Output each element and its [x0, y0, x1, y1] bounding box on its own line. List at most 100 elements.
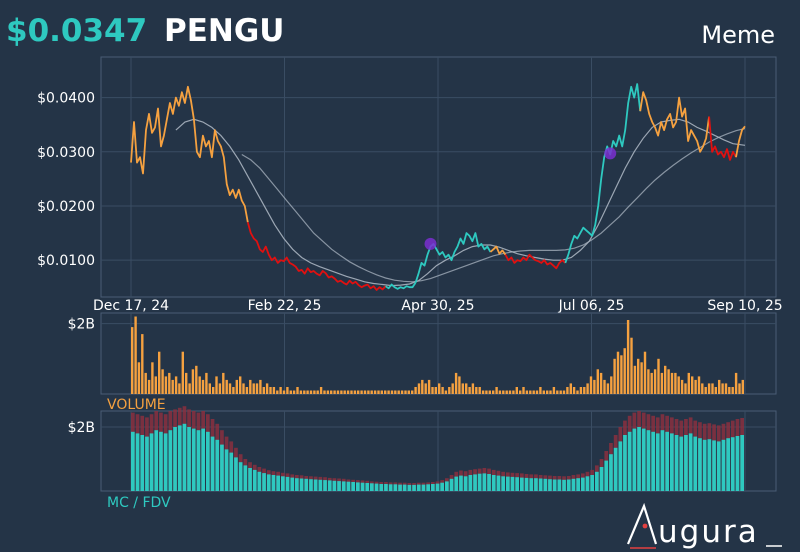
mc-bar	[520, 477, 524, 491]
volume-bar	[330, 390, 333, 394]
volume-bar	[394, 390, 397, 394]
volume-bar	[377, 390, 380, 394]
volume-bar	[222, 372, 225, 394]
mc-bar	[229, 452, 234, 491]
volume-bar	[546, 390, 549, 394]
mc-bar	[346, 481, 351, 491]
mc-bar	[356, 482, 360, 491]
mc-bar	[655, 433, 660, 491]
mc-bar	[670, 433, 674, 491]
volume-bar	[397, 390, 400, 394]
mc-bar	[506, 476, 510, 491]
volume-bar	[292, 390, 296, 394]
volume-panel: $2B	[68, 312, 777, 395]
volume-bar	[158, 351, 161, 394]
mc-bar	[445, 481, 449, 491]
price-line-segment	[414, 232, 492, 284]
volume-bar	[539, 387, 542, 394]
volume-bar	[643, 351, 647, 394]
mc-bar	[201, 428, 205, 491]
mc-bar	[595, 471, 599, 491]
event-marker	[604, 147, 617, 160]
volume-bar	[276, 390, 279, 394]
mc-bar	[627, 431, 632, 491]
volume-bar	[215, 376, 218, 394]
volume-bar	[718, 379, 721, 394]
mc-bar	[295, 478, 299, 491]
volume-bar	[380, 390, 383, 394]
volume-bar	[232, 387, 235, 394]
volume-bar	[144, 372, 147, 394]
volume-bar	[596, 369, 599, 394]
volume-bar	[235, 379, 238, 394]
mc-bar	[290, 477, 295, 491]
volume-bar	[286, 387, 289, 394]
volume-bar	[208, 383, 211, 394]
mc-bar	[285, 476, 290, 491]
volume-bar	[481, 390, 485, 394]
mc-bar	[581, 477, 585, 491]
volume-bar	[255, 383, 259, 394]
volume-bar	[731, 387, 734, 394]
volume-bar	[697, 376, 701, 394]
volume-bar	[448, 387, 451, 394]
mc-bar	[463, 476, 468, 491]
volume-bar	[218, 383, 222, 394]
mc-bar	[665, 431, 669, 491]
mc-bar	[684, 435, 688, 491]
volume-bar	[299, 390, 303, 394]
header-category: Meme	[701, 21, 775, 49]
volume-bar	[340, 390, 343, 394]
volume-bar	[667, 369, 670, 394]
volume-bar	[653, 369, 657, 394]
volume-bar	[502, 390, 505, 394]
volume-bar	[201, 379, 205, 394]
mc-bar	[679, 436, 684, 491]
volume-bar	[259, 379, 262, 394]
volume-bar	[637, 358, 640, 394]
mc-bar	[248, 468, 252, 491]
mc-bar	[557, 479, 562, 491]
volume-bar	[694, 379, 697, 394]
volume-bar	[373, 390, 377, 394]
mc-bar	[613, 447, 618, 491]
volume-bar	[724, 383, 728, 394]
mc-bar	[468, 475, 473, 491]
volume-bar	[245, 387, 249, 394]
mc-bar	[299, 478, 304, 491]
mc-bar	[552, 479, 557, 491]
volume-bar	[599, 372, 603, 394]
volume-bar	[532, 390, 535, 394]
volume-bar	[468, 387, 471, 394]
mc-bar	[262, 473, 266, 491]
mc-bar	[140, 435, 145, 491]
volume-bar	[131, 327, 134, 394]
volume-bar	[630, 337, 633, 394]
mc-bar	[243, 465, 248, 491]
volume-bar	[164, 376, 168, 394]
price-line-segment	[489, 245, 507, 256]
mc-bar	[477, 473, 482, 491]
mc-bar	[276, 475, 280, 491]
volume-bar	[438, 383, 441, 394]
mc-bar	[351, 482, 355, 491]
volume-bar	[353, 390, 357, 394]
volume-bar	[188, 383, 191, 394]
volume-bar	[387, 390, 390, 394]
mc-bar	[698, 438, 702, 491]
volume-bar	[650, 372, 653, 394]
volume-bar	[586, 383, 589, 394]
volume-bar	[741, 379, 744, 394]
volume-bar	[191, 369, 195, 394]
volume-bar	[475, 387, 478, 394]
mc-bar	[154, 430, 159, 491]
volume-bar	[610, 376, 613, 394]
volume-bar	[151, 362, 154, 394]
x-tick-label: Jul 06, 25	[558, 298, 625, 314]
volume-bar	[701, 383, 704, 394]
mc-bar	[370, 483, 374, 491]
volume-bar	[566, 387, 569, 394]
volume-bar	[289, 390, 292, 394]
mc-bar	[585, 476, 590, 491]
mc-bar	[257, 471, 262, 491]
